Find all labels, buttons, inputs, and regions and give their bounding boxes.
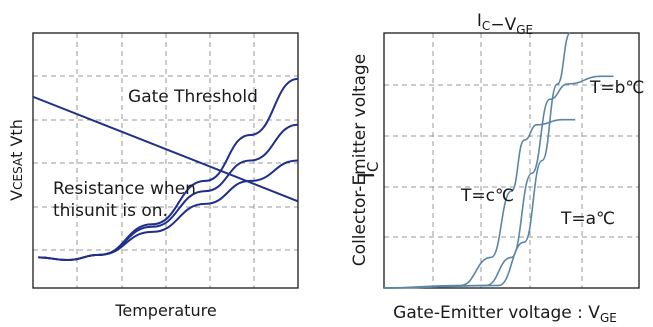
right-series-line-1 (383, 75, 614, 289)
resistance-annotation: Resistance when thisunit is on. (53, 179, 196, 221)
legend-label-ta: T=a℃ (560, 209, 615, 229)
left-chart: Gate Threshold Resistance when thisunit i… (7, 32, 299, 320)
left-grid (33, 33, 298, 288)
right-grid (384, 33, 639, 288)
right-plot-frame (383, 32, 640, 289)
left-series-line-0 (32, 95, 299, 203)
right-curves (383, 32, 614, 289)
legend-label-tb: T=b℃ (589, 78, 645, 98)
gate-threshold-annotation: Gate Threshold (128, 87, 258, 107)
right-y-axis-label: Collector-Emitter voltage (350, 54, 370, 266)
right-x-axis-label: Gate-Emitter voltage : VGE (393, 303, 617, 325)
right-y-axis-secondary-label: IC (355, 162, 382, 179)
legend-label-tc: T=c℃ (460, 186, 514, 206)
left-curves (32, 77, 299, 261)
left-y-axis-label: VCESAt Vth (7, 119, 26, 201)
left-x-axis-label: Temperature (114, 301, 216, 320)
right-series-line-2 (383, 32, 571, 289)
right-chart-title: IC−VGE (477, 11, 533, 37)
left-series-line-3 (38, 159, 299, 261)
right-chart: IC−VGE Gate-Emitter voltage : VGE Collec… (350, 11, 645, 325)
